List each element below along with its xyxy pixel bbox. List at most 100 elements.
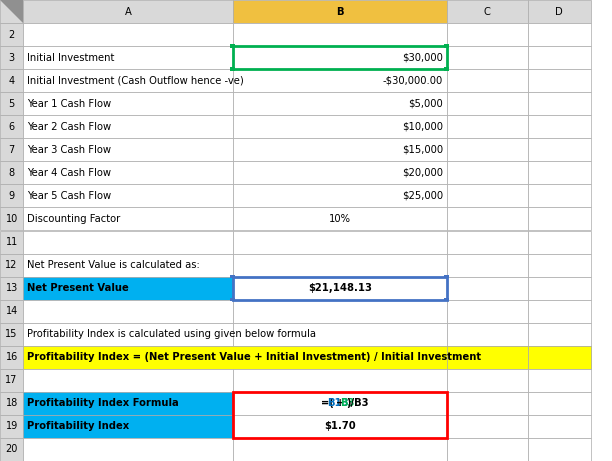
Bar [233, 300, 447, 323]
Bar [23, 138, 233, 161]
Text: Year 3 Cash Flow: Year 3 Cash Flow [27, 145, 111, 155]
Bar [23, 207, 233, 230]
Text: A: A [124, 6, 132, 17]
Bar [447, 277, 528, 300]
Bar [233, 92, 447, 115]
Bar [528, 300, 591, 323]
Bar [447, 23, 528, 46]
Text: 6: 6 [9, 122, 15, 132]
Text: Profitability Index: Profitability Index [27, 421, 129, 431]
Text: 16: 16 [6, 352, 18, 362]
Text: B3: B3 [340, 398, 354, 408]
Bar [23, 300, 233, 323]
Text: B13: B13 [327, 398, 348, 408]
Text: $25,000: $25,000 [402, 191, 443, 201]
Text: 7: 7 [9, 145, 15, 155]
Bar [447, 415, 528, 438]
Bar [447, 369, 528, 392]
Bar [444, 298, 449, 301]
Bar [528, 254, 591, 277]
Text: $15,000: $15,000 [402, 145, 443, 155]
Text: 13: 13 [6, 283, 18, 293]
Bar [0, 161, 23, 184]
Bar [528, 438, 591, 461]
Text: D: D [555, 6, 563, 17]
Bar [23, 184, 233, 207]
Bar [447, 46, 528, 69]
Text: Net Present Value: Net Present Value [27, 283, 129, 293]
Bar [23, 392, 233, 415]
Bar [444, 44, 449, 48]
Text: 8: 8 [9, 168, 15, 178]
Bar [447, 161, 528, 184]
Bar [233, 415, 447, 438]
Text: Discounting Factor: Discounting Factor [27, 214, 120, 224]
Bar [233, 138, 447, 161]
Bar [447, 115, 528, 138]
Bar [23, 69, 233, 92]
Bar [23, 277, 233, 300]
Bar [233, 46, 447, 69]
Bar [233, 323, 447, 346]
Bar [528, 207, 591, 230]
Bar [447, 392, 528, 415]
Text: 9: 9 [9, 191, 15, 201]
Bar [528, 92, 591, 115]
Bar [0, 69, 23, 92]
Text: 14: 14 [6, 306, 18, 316]
Text: 20: 20 [6, 444, 18, 455]
Bar [23, 369, 233, 392]
Text: 4: 4 [9, 76, 15, 86]
Bar [233, 46, 447, 69]
Bar [447, 92, 528, 115]
Text: Year 2 Cash Flow: Year 2 Cash Flow [27, 122, 111, 132]
Bar [233, 115, 447, 138]
Bar [444, 67, 449, 71]
Bar [444, 275, 449, 278]
Text: +: + [337, 398, 345, 408]
Bar [230, 67, 235, 71]
Polygon shape [0, 0, 23, 23]
Text: $20,000: $20,000 [402, 168, 443, 178]
Bar [23, 161, 233, 184]
Bar [528, 115, 591, 138]
Text: C: C [483, 6, 491, 17]
Bar [528, 184, 591, 207]
Bar [528, 161, 591, 184]
Bar [447, 207, 528, 230]
Text: 18: 18 [6, 398, 18, 408]
Bar [0, 184, 23, 207]
Bar [233, 161, 447, 184]
Text: Net Present Value is calculated as:: Net Present Value is calculated as: [27, 260, 200, 270]
Bar [528, 23, 591, 46]
Bar [23, 46, 233, 69]
Text: 10%: 10% [329, 214, 351, 224]
Text: 5: 5 [9, 99, 15, 109]
Text: 3: 3 [9, 53, 15, 63]
Bar [0, 46, 23, 69]
Text: Profitability Index is calculated using given below formula: Profitability Index is calculated using … [27, 329, 316, 339]
Bar [0, 207, 23, 230]
Bar [0, 92, 23, 115]
Bar [233, 392, 447, 415]
Bar [0, 438, 23, 461]
Bar [23, 254, 233, 277]
Bar [23, 415, 233, 438]
Bar [230, 275, 235, 278]
Text: Initial Investment (Cash Outflow hence -ve): Initial Investment (Cash Outflow hence -… [27, 76, 244, 86]
Bar [447, 0, 528, 23]
Bar [23, 438, 233, 461]
Bar [0, 277, 23, 300]
Bar [233, 277, 447, 300]
Bar [233, 0, 447, 23]
Bar [233, 23, 447, 46]
Bar [0, 300, 23, 323]
Bar [233, 184, 447, 207]
Bar [528, 346, 591, 369]
Bar [23, 230, 233, 254]
Bar [0, 23, 23, 46]
Text: 12: 12 [6, 260, 18, 270]
Text: Year 4 Cash Flow: Year 4 Cash Flow [27, 168, 111, 178]
Text: $21,148.13: $21,148.13 [308, 283, 371, 293]
Text: $10,000: $10,000 [402, 122, 443, 132]
